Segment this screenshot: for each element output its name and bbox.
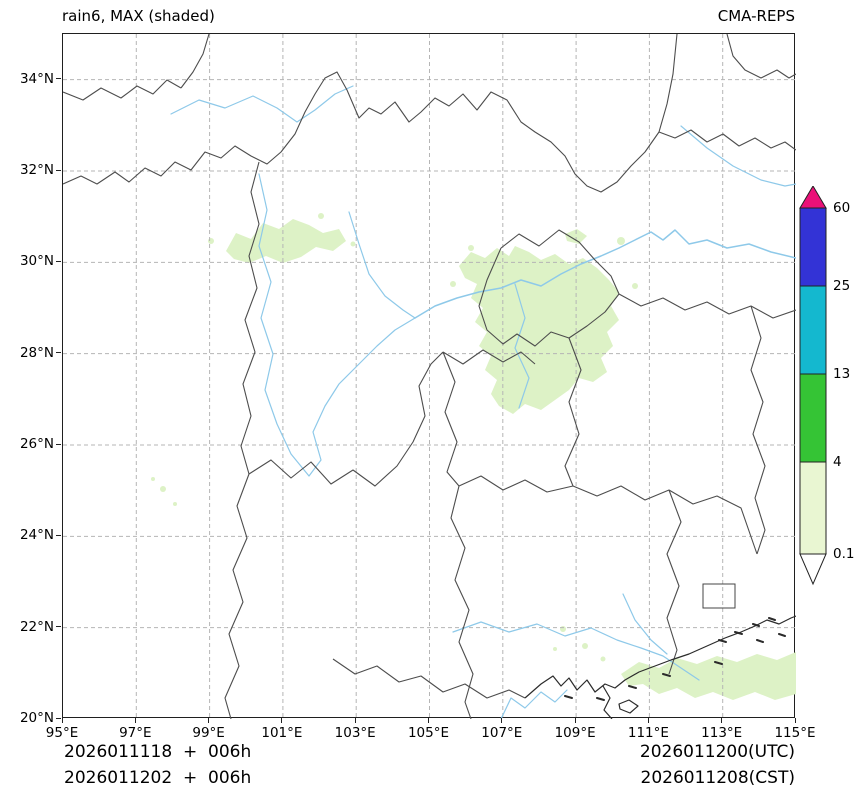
y-tick-mark: [56, 626, 61, 628]
y-tick-label: 30°N: [19, 253, 54, 270]
province-boundaries: [63, 34, 796, 719]
colorbar-tick-label: 60: [833, 200, 851, 216]
x-tick-label: 101°E: [261, 725, 303, 741]
x-tick-mark: [574, 718, 576, 723]
leizhou-peninsula: [602, 685, 613, 719]
y-tick-mark: [56, 260, 61, 262]
y-tick-label: 20°N: [19, 710, 54, 726]
rain-speck: [632, 283, 638, 289]
y-tick-label: 28°N: [19, 344, 54, 361]
river-jinsha: [258, 173, 416, 477]
y-tick-mark: [56, 352, 61, 354]
colorbar-tick-label: 4: [833, 454, 842, 470]
x-tick-label: 97°E: [119, 725, 152, 741]
river-xi-pearl: [452, 621, 700, 681]
rain-blob-coast: [621, 652, 796, 700]
river-min: [348, 211, 416, 319]
colorbar-over-arrow: [799, 186, 827, 209]
rain-speck: [160, 486, 166, 492]
rain-speck: [468, 245, 474, 251]
x-tick-mark: [61, 718, 63, 723]
y-tick-mark: [56, 443, 61, 445]
x-tick-mark: [428, 718, 429, 723]
rain-speck: [600, 656, 606, 662]
y-tick-label: 26°N: [19, 436, 54, 452]
y-tick-mark: [56, 169, 61, 171]
rain-speck: [450, 281, 456, 287]
rain-speck: [151, 477, 155, 481]
rain-speck: [617, 237, 625, 245]
coastline-main: [524, 615, 796, 699]
y-tick-label: 34°N: [19, 70, 54, 87]
x-tick-label: 115°E: [774, 725, 816, 741]
rain-speck: [350, 241, 356, 247]
rain-speck: [208, 238, 214, 244]
footer-valid-utc: 2026011200(UTC): [639, 742, 795, 762]
x-tick-mark: [647, 718, 649, 723]
colorbar-under-arrow: [799, 553, 827, 586]
coastal-islands: [564, 617, 786, 701]
river-pearl-branch: [622, 593, 668, 655]
footer-init-cst: 2026011202 + 006h: [64, 768, 252, 788]
colorbar-segment: [799, 285, 827, 375]
x-tick-mark: [721, 718, 723, 723]
river-yangtze: [414, 229, 796, 319]
y-tick-label: 32°N: [19, 162, 54, 178]
plot-title: rain6, MAX (shaded): [62, 7, 215, 25]
colorbar-segment: [799, 207, 827, 287]
rain-speck: [560, 626, 566, 632]
precipitation-shading: [151, 213, 796, 700]
y-tick-label: 22°N: [19, 618, 54, 635]
river-wu: [514, 283, 530, 409]
colorbar-segment: [799, 461, 827, 555]
model-name: CMA-REPS: [717, 7, 795, 25]
x-tick-label: 109°E: [554, 725, 596, 741]
colorbar-segment: [799, 373, 827, 463]
x-tick-label: 99°E: [192, 725, 225, 741]
gridlines: [63, 34, 796, 719]
x-tick-mark: [208, 718, 210, 723]
rivers: [170, 85, 796, 719]
x-tick-label: 111°E: [627, 725, 669, 741]
river-yellow-upper: [170, 85, 354, 123]
rain-blob-gorges: [565, 229, 587, 244]
map-plot: [62, 33, 796, 719]
rain-blob-sichuan-basin: [226, 219, 346, 263]
colorbar: [799, 186, 827, 586]
x-tick-mark: [354, 718, 356, 723]
map-canvas: [63, 34, 796, 719]
rain-speck: [553, 647, 557, 651]
x-tick-mark: [134, 718, 136, 723]
river-han: [680, 125, 796, 187]
x-tick-label: 107°E: [481, 725, 523, 741]
x-tick-mark: [281, 718, 283, 723]
y-tick-mark: [56, 78, 61, 80]
y-tick-mark: [56, 717, 61, 719]
rain-speck: [173, 502, 177, 506]
x-tick-mark: [501, 718, 503, 723]
x-tick-label: 113°E: [701, 725, 743, 741]
x-tick-label: 105°E: [407, 725, 450, 741]
footer-valid-cst: 2026011208(CST): [640, 768, 795, 788]
y-tick-label: 24°N: [19, 527, 54, 544]
colorbar-tick-label: 25: [833, 278, 851, 294]
river-south-small: [500, 689, 568, 719]
colorbar-tick-label: 13: [833, 366, 851, 382]
y-tick-mark: [56, 534, 61, 536]
rain-speck: [582, 643, 588, 649]
x-tick-label: 103°E: [334, 725, 376, 741]
x-tick-label: 95°E: [45, 725, 79, 741]
rain-blob-central: [459, 246, 619, 414]
colorbar-tick-label: 0.1: [833, 546, 855, 562]
delta-inset-box: [702, 583, 736, 609]
coastline: [524, 583, 796, 719]
hainan-island: [618, 699, 639, 714]
x-tick-mark: [794, 718, 796, 723]
rain-speck: [318, 213, 324, 219]
footer-init-utc: 2026011118 + 006h: [64, 742, 252, 762]
